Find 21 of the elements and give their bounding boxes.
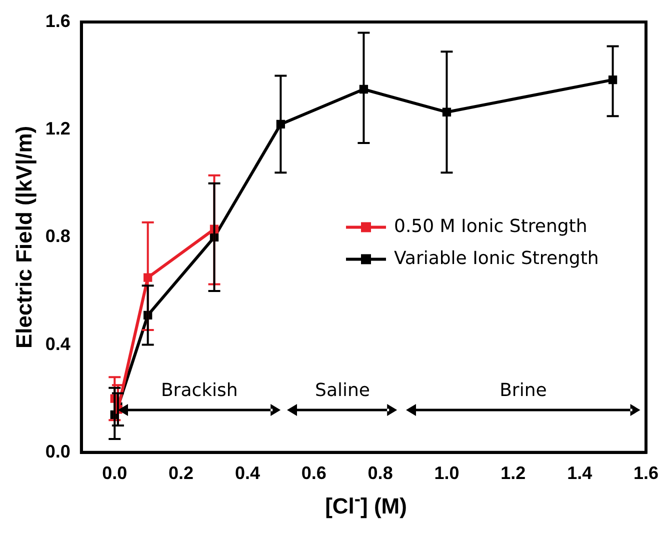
x-axis-title: [Cl$^{-}$] (M) <box>324 488 408 520</box>
y-axis-title: Electric Field (|kV|/m) <box>11 126 36 349</box>
y-tick-label: 1.2 <box>45 118 70 139</box>
annotation: Brackish <box>160 380 239 402</box>
x-tick-label: 0.8 <box>368 463 393 484</box>
y-tick-label: 0.0 <box>45 441 70 462</box>
x-tick-label: 1.2 <box>500 463 526 484</box>
annotation: Saline <box>314 380 371 402</box>
x-tick-label: 1.0 <box>434 463 460 484</box>
legend-label: 0.50 M Ionic Strength <box>394 216 588 237</box>
legend-label: Variable Ionic Strength <box>394 248 599 269</box>
y-tick-label: 0.4 <box>45 334 70 354</box>
y-tick-label: 0.8 <box>45 226 70 246</box>
x-tick-label: 0.2 <box>168 463 194 484</box>
y-tick-label: 1.6 <box>45 10 70 31</box>
x-tick-label: 1.4 <box>567 463 592 484</box>
x-tick-label: 0.4 <box>234 463 260 484</box>
x-tick-label: 1.6 <box>633 463 659 484</box>
x-tick-label: 0.6 <box>301 463 326 484</box>
x-tick-label: 0.0 <box>102 463 128 484</box>
annotation: Brine <box>498 380 548 402</box>
